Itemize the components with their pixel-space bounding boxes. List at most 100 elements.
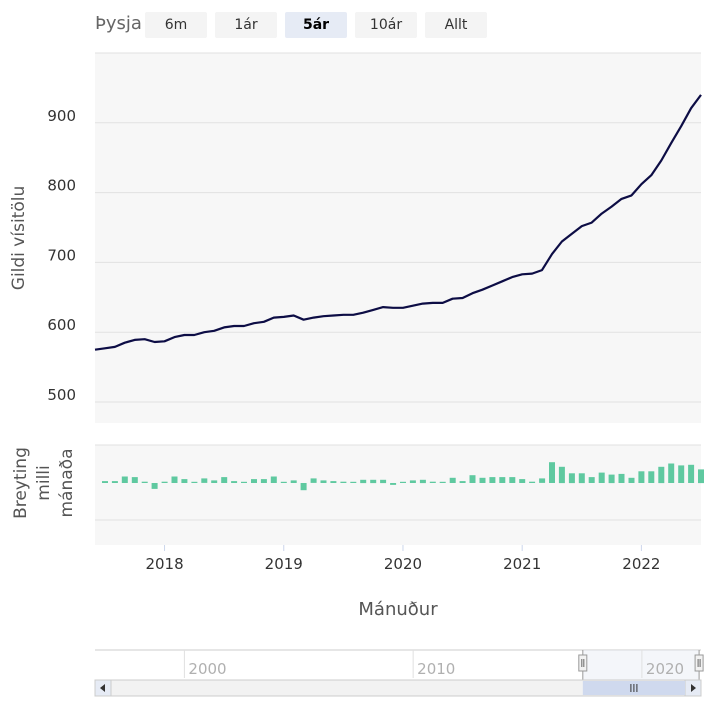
x-axis-title: Mánuður [358,599,438,620]
change-bar [102,481,108,483]
change-bar [588,477,595,483]
scroll-left-arrow-icon [100,684,105,692]
change-bar [390,483,397,485]
navigator-label: 2010 [417,660,455,678]
x-tick-label: 2022 [622,555,660,573]
change-bar [260,479,267,483]
change-bar [688,464,695,483]
change-bar [161,481,168,483]
change-bar [360,479,367,484]
sub-plot-background [95,445,701,545]
change-bar [340,481,347,483]
change-bar [638,471,645,483]
y-tick-labels: 500 600 700 800 900 [47,107,76,404]
x-tick-labels: 2018 2019 2020 2021 2022 [145,545,660,573]
change-bar [151,483,158,489]
change-bar [578,473,585,484]
change-bar [449,477,456,483]
change-bar [231,481,238,483]
navigator-mask [582,650,700,680]
change-bar [429,481,436,483]
change-bar [251,479,257,483]
change-bar [121,476,128,483]
change-bar [330,481,337,483]
change-bar [191,481,198,483]
change-bar [111,481,118,483]
change-bar [290,480,297,483]
navigator-label: 2020 [646,660,684,678]
range-selector: Þysja 6m 1ár 5ár 10ár Allt [0,10,713,38]
change-bar [479,477,486,483]
change-bar [678,465,685,483]
y-axis-title-sub-line: Breyting [11,447,31,519]
y-tick-label: 600 [47,316,76,334]
change-bar [181,479,188,483]
change-bar [439,481,446,483]
range-button-6m[interactable]: 6m [145,12,207,38]
change-bar [380,479,387,484]
x-tick-label: 2021 [503,555,541,573]
change-bar [668,463,675,483]
change-bar [400,481,406,483]
change-bar [529,481,536,483]
y-tick-label: 500 [47,386,76,404]
change-bar [270,476,277,483]
navigator-handles[interactable] [578,650,704,680]
change-bar [320,480,327,483]
change-bar [469,475,476,483]
navigator-labels: 2000 2010 2020 [183,650,684,678]
main-grid [95,122,701,403]
change-bar [568,473,575,484]
y-axis-title-sub-line: mánaða [57,449,77,518]
scroll-right-arrow-icon [691,684,696,692]
y-tick-label: 700 [47,246,76,264]
x-tick-label: 2020 [384,555,422,573]
change-bar [648,471,655,483]
range-button-10ar[interactable]: 10ár [355,12,417,38]
range-button-1ar[interactable]: 1ár [215,12,277,38]
change-bar [658,466,665,484]
range-button-allt[interactable]: Allt [425,12,487,38]
change-bar [171,476,178,483]
y-tick-label: 800 [47,177,76,195]
range-button-5ar[interactable]: 5ár [285,12,347,38]
change-bar [241,481,247,483]
y-axis-title-sub: Breyting milli mánaða [11,447,77,519]
change-bar [370,479,377,484]
x-tick-label: 2018 [145,555,183,573]
range-selector-label: Þysja [95,13,142,34]
navigator: 2000 2010 2020 [94,649,704,697]
change-bar [131,477,138,483]
y-axis-title-main: Gildi vísitölu [9,186,29,290]
change-bar [419,479,426,484]
index-series-line [94,94,702,351]
change-bar [310,478,317,483]
change-bar [300,483,307,491]
change-bars [102,462,704,491]
change-bar [539,478,546,483]
change-bar [519,479,526,483]
change-bar [598,472,605,483]
change-bar [459,481,466,483]
sub-grid [95,444,701,521]
change-bar [499,477,506,483]
x-tick-label: 2019 [265,555,303,573]
navigator-handle[interactable] [694,654,704,672]
y-axis-title-sub-line: milli [34,465,54,500]
change-bar [628,477,635,483]
change-bar [201,478,208,483]
change-bar [509,477,516,483]
scrollbar-grip-icon [630,684,638,692]
change-bar [211,480,218,483]
change-bar [698,469,704,484]
change-bar [280,481,287,483]
change-bar [141,481,148,483]
navigator-handle[interactable] [578,654,588,672]
navigator-label: 2000 [188,660,226,678]
y-tick-label: 900 [47,107,76,125]
main-plot-background [95,53,701,423]
navigator-selection[interactable] [582,650,700,680]
change-bar [558,466,565,484]
